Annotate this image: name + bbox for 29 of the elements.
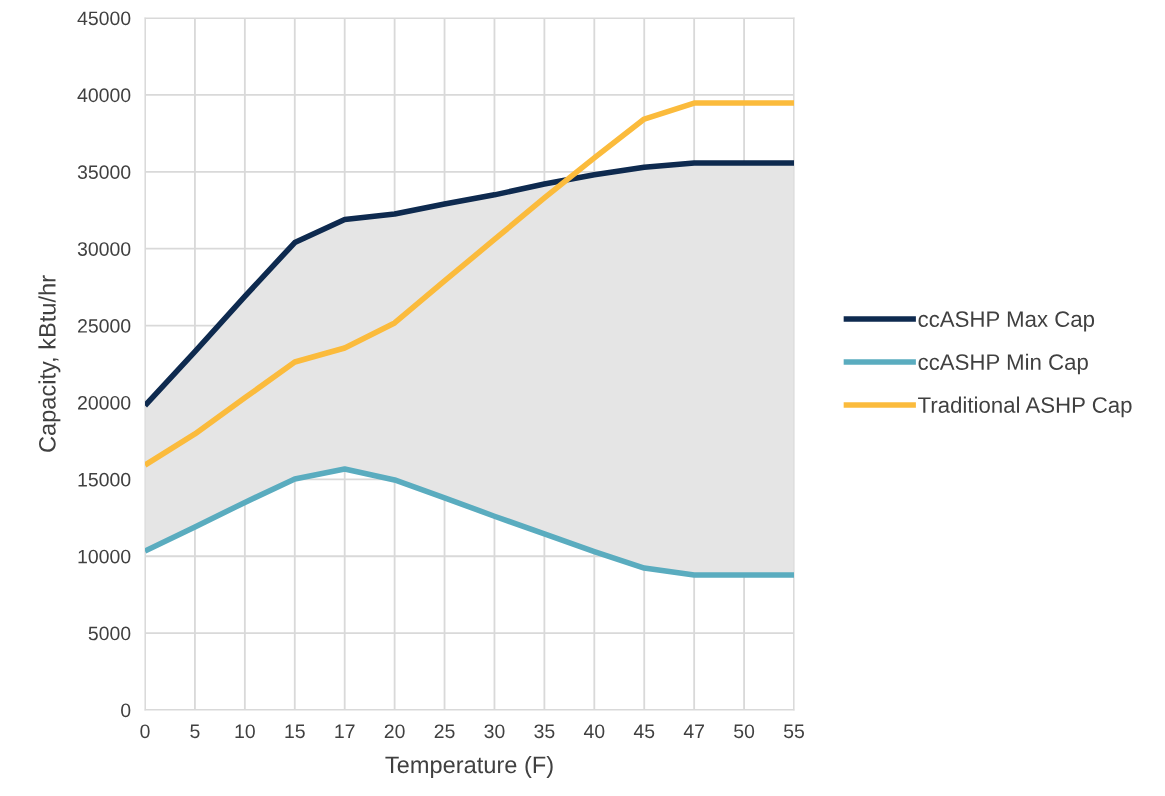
x-tick-label: 45	[633, 724, 655, 739]
y-tick-label: 15000	[78, 472, 131, 487]
x-tick-label: 10	[235, 724, 255, 739]
y-tick-label: 5000	[88, 626, 131, 641]
legend-label: Traditional ASHP Cap	[918, 396, 1132, 418]
x-axis-title: Temperature (F)	[385, 755, 553, 778]
x-tick-label: 25	[434, 724, 455, 739]
y-tick-label: 10000	[78, 549, 131, 564]
y-tick-label: 0	[121, 703, 131, 718]
x-tick-label: 55	[783, 724, 804, 739]
x-tick-label: 47	[683, 724, 704, 738]
x-tick-label: 35	[534, 724, 555, 739]
x-tick-label: 5	[190, 724, 200, 739]
y-tick-label: 25000	[78, 319, 131, 333]
x-tick-label: 20	[384, 724, 405, 739]
x-tick-label: 15	[285, 724, 305, 739]
x-tick-label: 50	[734, 724, 755, 739]
x-tick-label: 0	[140, 724, 150, 739]
y-tick-label: 20000	[78, 395, 131, 410]
y-tick-label: 30000	[77, 242, 131, 256]
x-tick-label: 40	[583, 724, 605, 739]
legend-label: ccASHP Max Cap	[918, 311, 1095, 332]
legend-label: ccASHP Min Cap	[918, 353, 1088, 375]
y-tick-label: 40000	[77, 88, 131, 103]
y-axis-title: Capacity, kBtu/hr	[38, 275, 61, 452]
x-tick-label: 30	[484, 724, 505, 739]
y-tick-label: 45000	[77, 11, 131, 26]
x-tick-label: 17	[335, 724, 355, 738]
y-tick-label: 35000	[77, 165, 131, 180]
